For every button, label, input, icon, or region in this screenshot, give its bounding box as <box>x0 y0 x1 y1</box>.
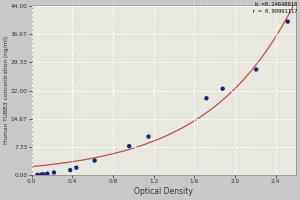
Point <box>204 97 209 100</box>
Y-axis label: Human TUBB3 concentration (ng/ml): Human TUBB3 concentration (ng/ml) <box>4 36 9 144</box>
Point <box>35 173 40 176</box>
Point <box>38 173 43 176</box>
Text: b =0.24648918
r = 0.99991117: b =0.24648918 r = 0.99991117 <box>251 2 297 14</box>
Point <box>146 135 151 138</box>
X-axis label: Optical Density: Optical Density <box>134 187 193 196</box>
Point <box>45 172 50 175</box>
Point <box>127 145 132 148</box>
Point <box>52 171 56 174</box>
Point <box>220 87 225 90</box>
Point <box>92 159 97 162</box>
Point <box>285 20 290 23</box>
Point <box>41 173 46 176</box>
Point <box>254 68 259 71</box>
Point <box>68 168 73 172</box>
Point <box>74 166 79 169</box>
